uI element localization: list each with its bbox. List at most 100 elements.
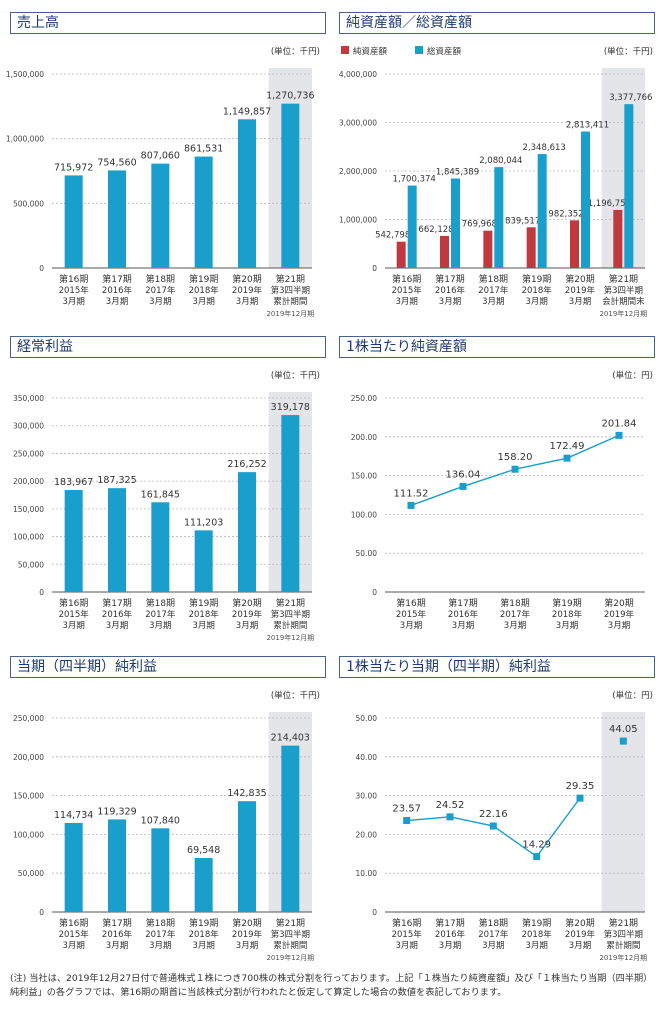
bar-net-assets [396,241,406,268]
ordinary-profit-chart: (単位：千円) 0 50,000 100,000 150,000 200,000 250,0… [13,370,320,642]
bar [238,801,256,912]
category-label: 第21期 [276,273,305,285]
category-label: 会計期間末 [602,296,645,307]
category-label: 第19期 [522,273,551,285]
category-label: 第16期 [392,273,421,285]
y-tick-label: 100,000 [13,830,44,839]
data-label: 715,972 [54,162,93,173]
data-label: 2,348,613 [523,143,566,153]
category-label: 3月期 [106,621,128,631]
bar [281,745,300,912]
category-label: 2018年 [189,929,220,940]
data-label: 662,128 [418,225,453,235]
category-label: 3月期 [482,297,504,307]
data-label: 44.05 [609,724,638,735]
category-label: 2019年 [232,929,263,940]
y-tick-label: 0 [372,264,377,273]
category-label: 2015年 [59,285,90,296]
category-label: 第20期 [565,917,594,929]
category-label: 3月期 [236,941,258,951]
bar-net-assets [613,209,623,268]
y-tick-label: 150,000 [13,792,44,801]
highlight-band [601,68,645,268]
data-label: 119,329 [97,806,136,817]
category-label: 2018年 [522,929,553,940]
category-label: 3月期 [452,621,474,631]
bps-chart: (単位：円) 0 50.00 100.00 150.00 200.00 250.00 第16期… [351,370,653,631]
y-tick-label: 150.00 [351,472,377,481]
category-label: 3月期 [439,941,461,951]
bar [64,490,83,592]
category-label: 3月期 [525,297,547,307]
category-label: 第18期 [479,273,508,285]
data-label: 24.52 [436,800,465,811]
bar-total-assets [494,167,504,268]
y-tick-label: 250,000 [13,714,44,723]
category-sublabel: 2019年12月期 [266,309,314,318]
y-tick-label: 200,000 [13,753,44,762]
data-label: 861,531 [184,144,223,155]
category-label: 3月期 [608,621,630,631]
category-label: 2019年 [232,609,263,620]
data-label: 172.49 [550,441,585,452]
y-tick-label: 0 [372,908,377,917]
category-label: 3月期 [192,297,214,307]
y-tick-label: 250,000 [13,449,44,458]
data-label: 807,060 [141,151,180,162]
data-label: 1,149,857 [223,106,271,117]
unit-label: (単位：千円) [271,690,320,701]
y-tick-label: 40.00 [356,753,378,762]
category-label: 第21期 [276,917,305,929]
category-label: 3月期 [556,621,578,631]
bar-net-assets [483,230,493,268]
category-label: 2017年 [145,609,176,620]
category-label: 第18期 [500,597,529,609]
category-label: 第16期 [59,917,88,929]
data-label: 2,080,044 [479,156,522,166]
data-label: 158.20 [498,452,533,463]
data-point [511,465,519,473]
category-label: 第17期 [102,917,131,929]
category-label: 累計期間 [273,296,307,307]
data-label: 839,517 [505,216,540,226]
data-label: 69,548 [187,845,220,856]
category-label: 第3四半期 [271,609,310,620]
net-income-chart: (単位：千円) 0 50,000 100,000 150,000 200,000 250,0… [13,690,320,962]
category-label: 2016年 [435,929,466,940]
y-tick-label: 200,000 [13,477,44,486]
category-label: 第16期 [59,597,88,609]
category-label: 3月期 [149,941,171,951]
data-label: 1,196,756 [588,199,631,209]
legend-swatch [341,46,349,54]
data-label: 161,845 [141,489,180,500]
eps-chart-title: 1株当たり当期（四半期）純利益 [339,656,655,678]
data-label: 23.57 [392,804,421,815]
category-label: 3月期 [395,941,417,951]
data-label: 3,377,766 [609,93,652,103]
bar [281,415,300,592]
category-label: 第3四半期 [271,929,310,940]
data-label: 1,270,736 [266,91,314,102]
data-label: 111,203 [184,517,223,528]
bar-net-assets [526,227,536,268]
category-label: 第17期 [102,597,131,609]
category-label: 第20期 [232,597,261,609]
legend-label: 総資産額 [427,46,462,57]
y-tick-label: 10.00 [356,869,378,878]
ordinary-profit-chart-title: 経常利益 [10,336,326,358]
y-tick-label: 50.00 [356,714,378,723]
bar [151,502,170,592]
category-label: 3月期 [62,297,84,307]
category-label: 2016年 [102,285,133,296]
y-tick-label: 20.00 [356,830,378,839]
category-label: 第21期 [276,597,305,609]
data-label: 111.52 [394,488,429,499]
category-sublabel: 2019年12月期 [266,633,314,642]
category-label: 2015年 [396,609,427,620]
category-label: 3月期 [192,941,214,951]
category-label: 2019年 [604,609,635,620]
category-label: 2019年 [565,929,596,940]
y-tick-label: 500,000 [13,199,44,208]
y-tick-label: 2,000,000 [339,167,377,176]
data-label: 542,798 [375,231,410,241]
